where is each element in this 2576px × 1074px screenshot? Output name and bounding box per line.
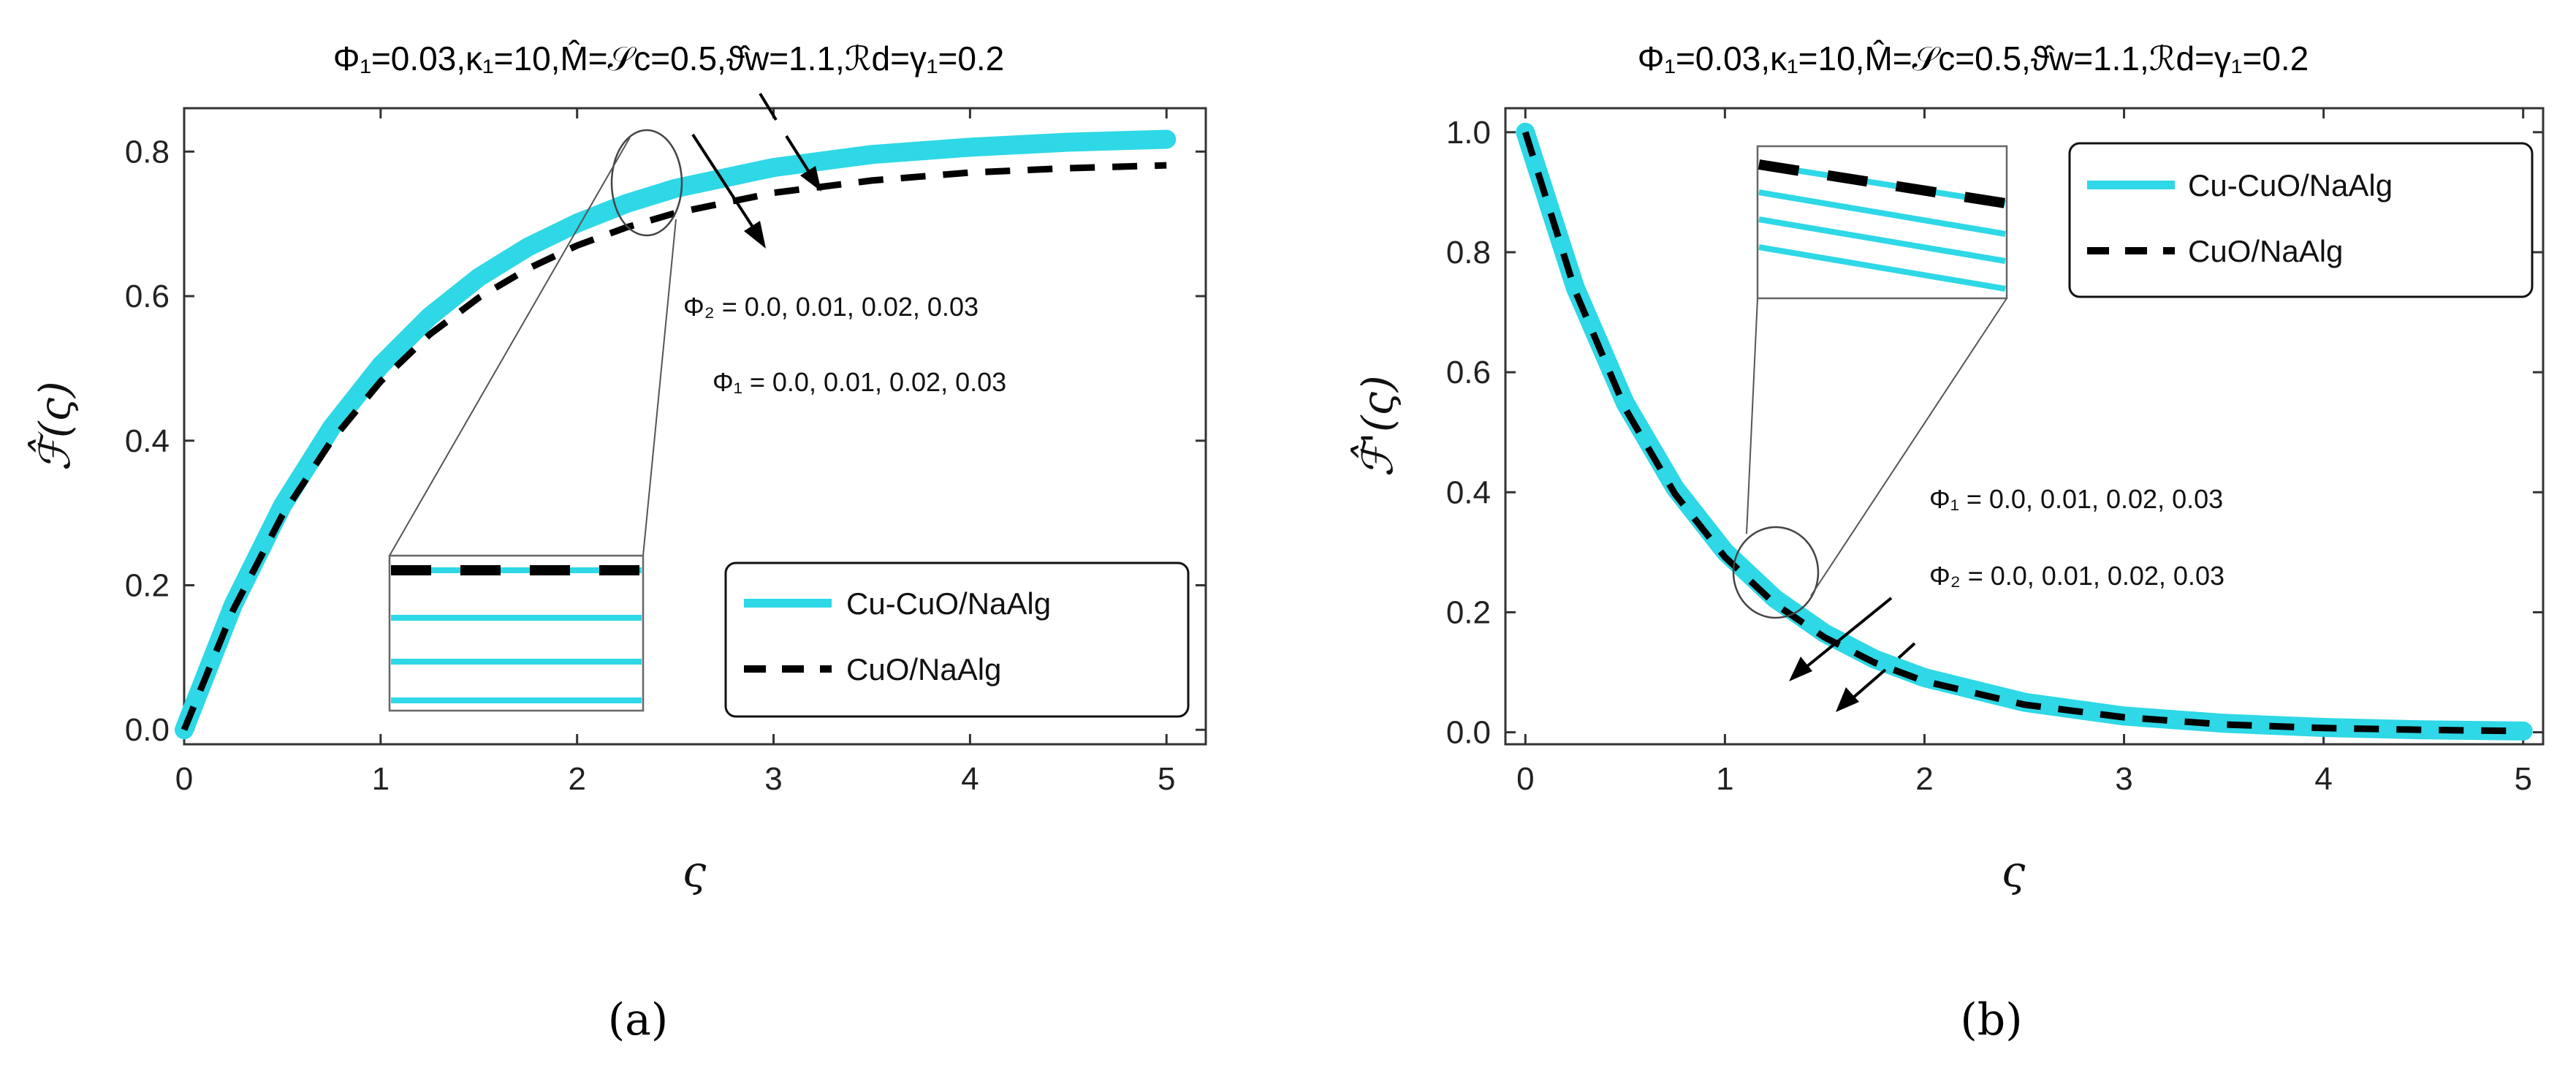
panel-b-ytick-label-3: 0.6 (1446, 355, 1491, 390)
panel-b-series-1-line (1522, 131, 2523, 735)
panel-b-zoom-inset (1732, 145, 2008, 619)
panel-b-title: Φ₁=0.03,κ₁=10,M̂=𝒮c=0.5,ϑ̂w=1.1,ℛd=γ₁=0.… (1638, 39, 2309, 77)
panel-a-zoom-inset (388, 129, 683, 712)
panel-a-legend-label-1: CuO/NaAlg (846, 652, 1001, 687)
panel-b-xtick-label-2: 2 (1915, 761, 1933, 797)
panel-a-xtick-label-4: 4 (961, 761, 979, 797)
panel-a-legend-box (724, 561, 1190, 718)
panel-a-ytick-label-0: 0.0 (125, 712, 170, 748)
panel-a-ytick-label-3: 0.6 (125, 279, 170, 314)
panel-a-annotation-phi2: Φ₂ = 0.0, 0.01, 0.02, 0.03 (683, 292, 979, 322)
panel-a-inset-box (388, 554, 645, 712)
panel-b-arrow-dashed (1836, 642, 1916, 712)
panel-a: Φ₁=0.03,κ₁=10,M̂=𝒮c=0.5,ϑ̂w=1.1,ℛd=γ₁=0.… (27, 39, 1207, 1045)
panel-a-caption: (a) (608, 994, 669, 1045)
panel-b-inset-line-4 (1758, 244, 2006, 292)
panel-b-xtick-label-3: 3 (2115, 761, 2132, 797)
panel-a-zoom-ellipse (610, 129, 683, 237)
panel-a-zoom-connector-right (642, 219, 677, 556)
panel-b-legend: Cu-CuO/NaAlg CuO/NaAlg (2068, 142, 2534, 298)
panel-b-xtick-label-0: 0 (1516, 761, 1534, 797)
panel-a-annotation-phi1: Φ₁ = 0.0, 0.01, 0.02, 0.03 (713, 367, 1006, 397)
panel-b-ytick-label-5: 1.0 (1446, 115, 1491, 151)
panel-b-zoom-ellipse (1732, 526, 1820, 619)
panel-a-xtick-label-0: 0 (175, 761, 193, 797)
panel-b-annotation-phi2: Φ₂ = 0.0, 0.01, 0.02, 0.03 (1929, 561, 2224, 591)
panel-b-zoom-connector-left (1746, 298, 1758, 534)
panel-a-ylabel: ℱ̂(ς) (27, 381, 80, 471)
panel-b-plot-frame (1504, 107, 2545, 746)
panel-a-series-0-line (175, 129, 1177, 740)
panel-b-ytick-label-0: 0.0 (1446, 715, 1491, 751)
panel-a-xtick-label-1: 1 (372, 761, 390, 797)
panel-b-xtick-label-4: 4 (2314, 761, 2332, 797)
panel-b-ytick-label-4: 0.8 (1446, 235, 1491, 271)
panel-b-ytick-label-2: 0.4 (1446, 474, 1491, 510)
panel-b-caption: (b) (1960, 994, 2022, 1045)
panel-a-xlabel: ς (683, 847, 707, 896)
panel-a-plot-frame (183, 107, 1207, 746)
panel-a-ytick-label-4: 0.8 (125, 134, 170, 170)
panel-a-title: Φ₁=0.03,κ₁=10,M̂=𝒮c=0.5,ϑ̂w=1.1,ℛd=γ₁=0.… (333, 39, 1005, 77)
panel-a-legend-label-0: Cu-CuO/NaAlg (846, 586, 1051, 621)
panel-a-legend: Cu-CuO/NaAlg CuO/NaAlg (724, 561, 1190, 718)
panel-b-legend-label-1: CuO/NaAlg (2188, 234, 2343, 268)
panel-b-xtick-label-5: 5 (2514, 761, 2531, 797)
panel-b-legend-label-0: Cu-CuO/NaAlg (2188, 168, 2393, 203)
panel-a-xtick-label-2: 2 (568, 761, 585, 797)
panel-a-xtick-label-3: 3 (764, 761, 782, 797)
panel-b-inset-line-3 (1758, 216, 2006, 264)
panel-b: Φ₁=0.03,κ₁=10,M̂=𝒮c=0.5,ϑ̂w=1.1,ℛd=γ₁=0.… (1350, 39, 2545, 1045)
panel-b-annotation-phi1: Φ₁ = 0.0, 0.01, 0.02, 0.03 (1929, 484, 2223, 514)
panel-a-xtick-label-5: 5 (1158, 761, 1175, 797)
panel-a-ytick-label-2: 0.4 (125, 423, 170, 459)
panel-b-inset-line-1 (1758, 162, 2006, 206)
panel-b-ylabel: ℱ̂'(ς) (1350, 375, 1402, 477)
panel-b-inset-line-2 (1758, 189, 2006, 237)
panel-b-legend-box (2068, 142, 2534, 298)
panel-a-series-1-line (181, 162, 1167, 731)
panel-a-arrow-solid (691, 133, 766, 249)
panel-b-zoom-connector-right (1810, 298, 2007, 597)
panel-b-xtick-label-1: 1 (1716, 761, 1733, 797)
panel-a-zoom-connector-left (389, 137, 631, 556)
panel-b-arrow-solid (1789, 597, 1893, 681)
panel-b-ytick-label-1: 0.2 (1446, 594, 1491, 630)
panel-a-arrow-dashed (759, 92, 821, 192)
panel-a-ytick-label-1: 0.2 (125, 568, 170, 604)
panel-b-xlabel: ς (2002, 847, 2026, 896)
